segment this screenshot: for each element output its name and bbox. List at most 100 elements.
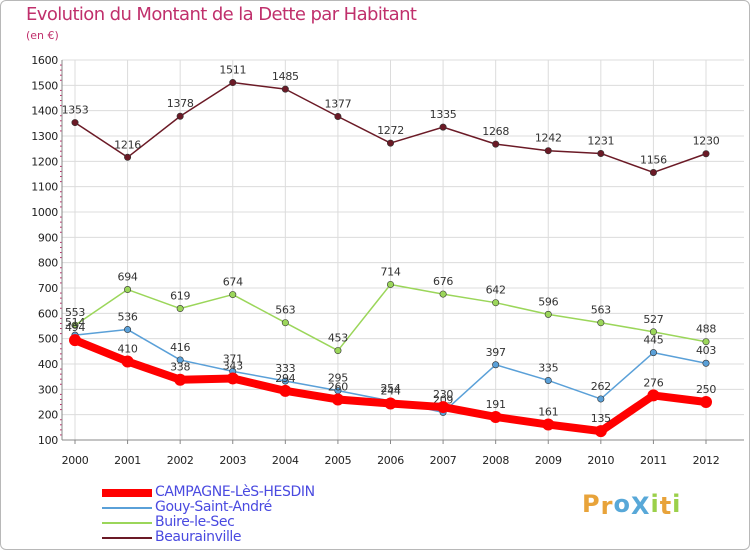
data-label-buire-le-sec: 563 <box>591 304 611 317</box>
data-label-gouy-saint-andr-: 371 <box>223 352 243 365</box>
data-label-beaurainville: 1242 <box>535 132 562 145</box>
data-point-buire-le-sec <box>124 286 132 294</box>
data-point-beaurainville <box>176 112 184 120</box>
data-point-campagne-l-s-hesdin <box>489 410 502 423</box>
data-label-gouy-saint-andr-: 514 <box>65 316 85 329</box>
y-tick-label: 700 <box>38 282 58 295</box>
data-label-gouy-saint-andr-: 335 <box>538 361 558 374</box>
data-point-buire-le-sec <box>649 328 657 336</box>
data-label-campagne-l-s-hesdin: 161 <box>538 406 558 419</box>
x-tick-label: 2006 <box>377 454 404 467</box>
data-label-gouy-saint-andr-: 254 <box>380 382 400 395</box>
data-label-campagne-l-s-hesdin: 230 <box>433 388 453 401</box>
chart-title: Evolution du Montant de la Dette par Hab… <box>26 4 417 25</box>
data-point-campagne-l-s-hesdin <box>700 396 712 408</box>
data-label-gouy-saint-andr-: 262 <box>591 380 611 393</box>
data-point-campagne-l-s-hesdin <box>279 384 292 397</box>
data-label-beaurainville: 1377 <box>325 97 352 110</box>
chart-subtitle: (en €) <box>26 29 59 42</box>
x-tick-label: 2007 <box>430 454 457 467</box>
x-tick-label: 2004 <box>272 454 299 467</box>
legend-label: Beaurainville <box>155 529 242 545</box>
data-label-beaurainville: 1230 <box>693 135 720 148</box>
data-point-beaurainville <box>649 168 657 176</box>
x-tick-label: 2000 <box>62 454 89 467</box>
data-point-buire-le-sec <box>702 338 710 346</box>
data-label-buire-le-sec: 674 <box>223 276 243 289</box>
y-tick-label: 500 <box>38 333 58 346</box>
data-point-gouy-saint-andr- <box>649 349 657 357</box>
y-tick-label: 1100 <box>31 181 58 194</box>
logo-letter: X <box>630 492 651 520</box>
logo-letter: i <box>672 490 682 518</box>
data-point-campagne-l-s-hesdin <box>594 425 607 438</box>
data-label-gouy-saint-andr-: 333 <box>275 362 295 375</box>
data-point-buire-le-sec <box>229 291 237 299</box>
data-point-buire-le-sec <box>176 305 184 313</box>
legend-label: Buire-le-Sec <box>155 514 235 530</box>
data-label-campagne-l-s-hesdin: 338 <box>170 361 190 374</box>
data-point-campagne-l-s-hesdin <box>121 355 134 368</box>
data-point-campagne-l-s-hesdin <box>174 373 187 386</box>
y-tick-label: 1500 <box>31 79 58 92</box>
data-label-beaurainville: 1268 <box>482 125 509 138</box>
data-label-gouy-saint-andr-: 536 <box>118 311 138 324</box>
data-point-gouy-saint-andr- <box>597 395 605 403</box>
logo-letter: P <box>582 490 601 518</box>
proxiti-logo: ProXiti <box>582 490 682 520</box>
data-label-beaurainville: 1216 <box>114 138 141 151</box>
data-label-buire-le-sec: 527 <box>643 313 663 326</box>
x-tick-label: 2009 <box>535 454 562 467</box>
data-label-campagne-l-s-hesdin: 343 <box>223 359 243 372</box>
data-label-beaurainville: 1156 <box>640 153 667 166</box>
data-label-buire-le-sec: 619 <box>170 290 190 303</box>
data-point-campagne-l-s-hesdin <box>384 397 397 410</box>
data-label-beaurainville: 1485 <box>272 70 299 83</box>
data-point-buire-le-sec <box>439 290 447 298</box>
data-point-beaurainville <box>281 85 289 93</box>
data-label-buire-le-sec: 488 <box>696 323 716 336</box>
y-tick-label: 1200 <box>31 155 58 168</box>
data-point-buire-le-sec <box>281 319 289 327</box>
y-tick-label: 400 <box>38 358 58 371</box>
x-tick-label: 2012 <box>693 454 720 467</box>
data-point-buire-le-sec <box>597 319 605 327</box>
data-point-gouy-saint-andr- <box>544 376 552 384</box>
data-point-campagne-l-s-hesdin <box>69 334 81 347</box>
data-label-gouy-saint-andr-: 295 <box>328 372 348 385</box>
data-label-buire-le-sec: 714 <box>380 265 400 278</box>
data-point-buire-le-sec <box>544 310 552 318</box>
data-label-beaurainville: 1353 <box>62 104 89 117</box>
data-label-buire-le-sec: 453 <box>328 332 348 345</box>
data-point-beaurainville <box>439 123 447 131</box>
data-point-campagne-l-s-hesdin <box>226 372 239 385</box>
y-tick-label: 800 <box>38 257 58 270</box>
data-point-beaurainville <box>702 150 710 158</box>
data-label-campagne-l-s-hesdin: 244 <box>380 385 400 398</box>
data-point-beaurainville <box>597 149 605 157</box>
legend-swatch <box>102 522 152 524</box>
data-label-campagne-l-s-hesdin: 276 <box>643 376 663 389</box>
data-label-gouy-saint-andr-: 445 <box>643 334 663 347</box>
logo-letter: i <box>650 490 660 518</box>
data-point-gouy-saint-andr- <box>124 326 132 334</box>
data-point-buire-le-sec <box>71 321 79 329</box>
data-label-beaurainville: 1272 <box>377 124 404 137</box>
x-tick-label: 2001 <box>114 454 141 467</box>
data-point-beaurainville <box>492 140 500 148</box>
data-point-beaurainville <box>124 153 132 161</box>
x-tick-label: 2011 <box>640 454 667 467</box>
x-tick-label: 2005 <box>325 454 352 467</box>
data-label-campagne-l-s-hesdin: 294 <box>275 372 295 385</box>
y-tick-label: 1400 <box>31 105 58 118</box>
data-label-buire-le-sec: 553 <box>65 306 85 319</box>
data-point-gouy-saint-andr- <box>176 356 184 364</box>
data-label-buire-le-sec: 694 <box>118 271 138 284</box>
line-chart: 100 200 300 400 500 600 700 800 900 1000 1100 1200 1… <box>31 54 744 467</box>
x-tick-label: 2008 <box>482 454 509 467</box>
data-label-beaurainville: 1231 <box>587 134 614 147</box>
y-tick-label: 600 <box>38 307 58 320</box>
y-tick-label: 100 <box>38 434 58 447</box>
data-point-beaurainville <box>229 79 237 87</box>
data-point-beaurainville <box>386 139 394 147</box>
